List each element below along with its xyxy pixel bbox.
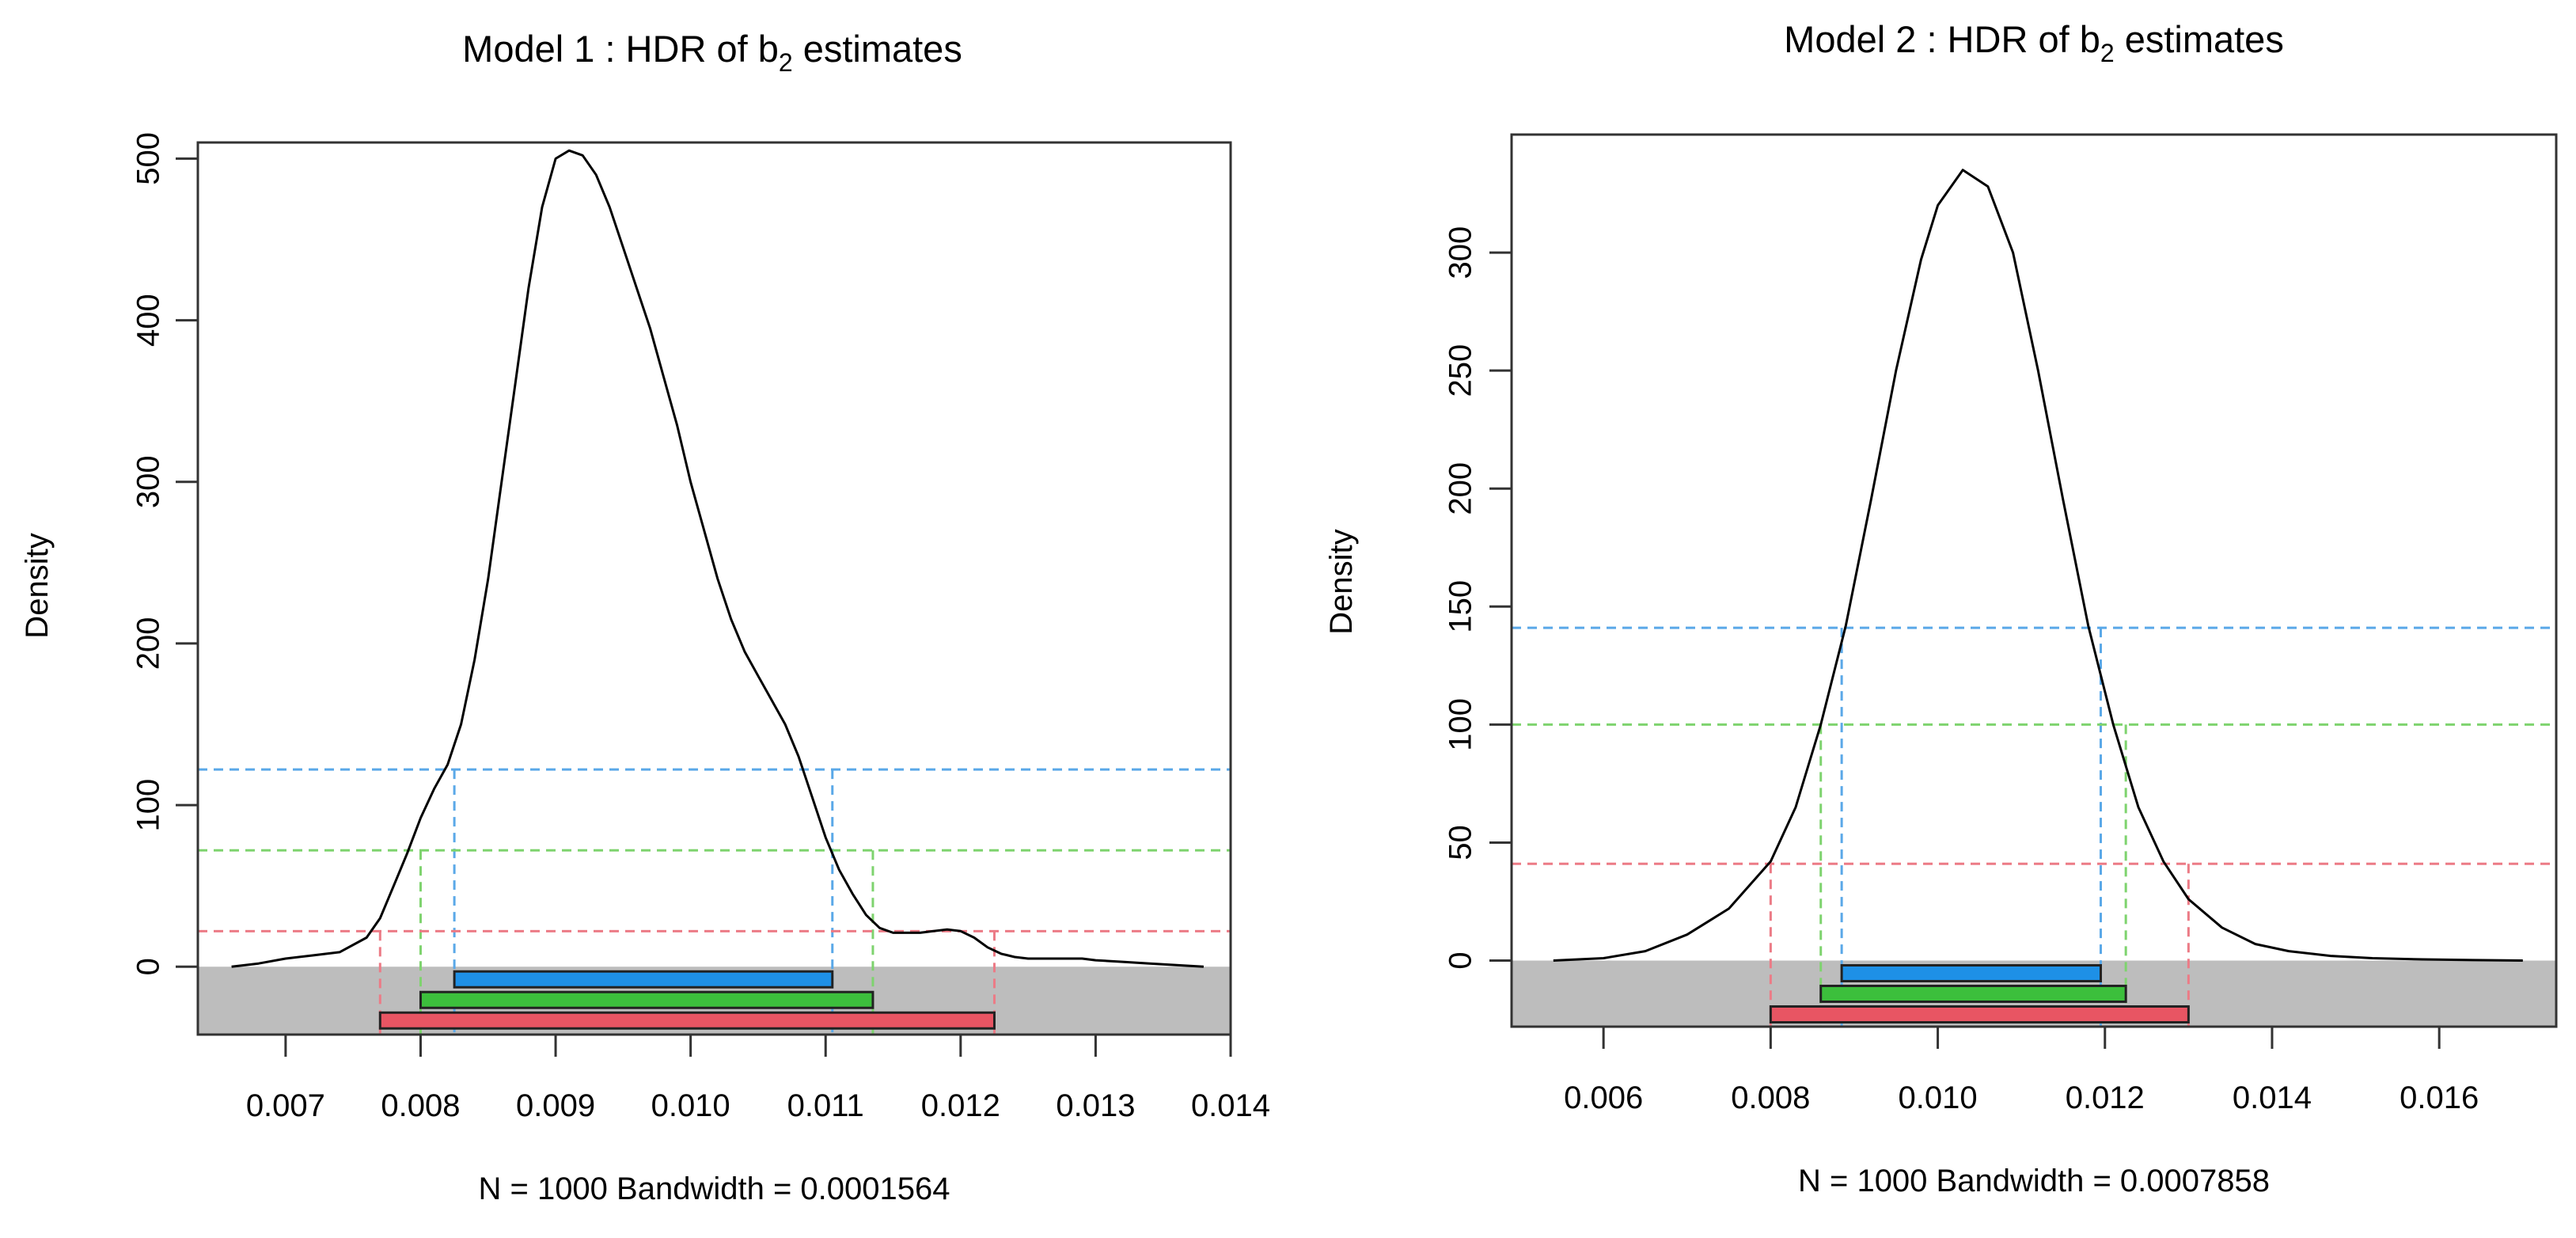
model-2-x-tick-label-0: 0.006 bbox=[1564, 1080, 1643, 1115]
model-2-plot-frame bbox=[1510, 133, 2558, 1028]
model-1-y-tick-label-4: 400 bbox=[131, 294, 166, 347]
model-2-y-tick-label-3: 150 bbox=[1444, 580, 1478, 633]
model-2-hdr-0-bar-0 bbox=[1840, 964, 2102, 983]
model-1-x-axis-label: N = 1000 Bandwidth = 0.0001564 bbox=[478, 1172, 950, 1206]
model-2-y-tick-label-4: 200 bbox=[1444, 462, 1478, 515]
model-1-chart-title: Model 1 : HDR of b2 estimates bbox=[462, 28, 962, 77]
model-2-title-rest: estimates bbox=[2115, 18, 2284, 60]
model-1-y-tick-label-2: 200 bbox=[131, 617, 166, 670]
model-1-title-main: Model 1 : HDR of b bbox=[462, 28, 779, 70]
model-2-x-axis-label: N = 1000 Bandwidth = 0.0007858 bbox=[1798, 1164, 2270, 1198]
model-1-plot-frame bbox=[196, 141, 1232, 1036]
model-2-y-tick-label-5: 250 bbox=[1444, 344, 1478, 397]
model-2-y-tick-label-6: 300 bbox=[1444, 226, 1478, 279]
model-2-chart-title: Model 2 : HDR of b2 estimates bbox=[1784, 18, 2284, 67]
model-2-x-tick-label-4: 0.014 bbox=[2233, 1080, 2312, 1115]
model-2-hdr-2-bar-0 bbox=[1769, 1005, 2190, 1024]
model-1-x-tick-label-7: 0.014 bbox=[1191, 1088, 1270, 1123]
model-1-x-tick-label-3: 0.010 bbox=[651, 1088, 730, 1123]
chart-model-2: 0.006 0.008 0.010 0.012 0.014 0.016 0 50 100 150 2… bbox=[1298, 0, 2576, 1238]
model-1-x-tick-label-2: 0.009 bbox=[516, 1088, 595, 1123]
model-2-density-curve bbox=[1553, 169, 2523, 962]
model-1-hdr-0-bar-0 bbox=[453, 970, 834, 989]
model-2-y-tick-label-1: 50 bbox=[1444, 825, 1478, 860]
model-2-x-tick-label-5: 0.016 bbox=[2400, 1080, 2479, 1115]
model-2-x-tick-label-3: 0.012 bbox=[2066, 1080, 2145, 1115]
model-2-y-tick-label-0: 0 bbox=[1444, 951, 1478, 969]
chart-model-1: 0.007 0.008 0.009 0.010 0.011 0.012 0.013 0.014… bbox=[0, 0, 1282, 1238]
model-1-y-tick-label-1: 100 bbox=[131, 779, 166, 832]
model-2-x-tick-label-2: 0.010 bbox=[1899, 1080, 1978, 1115]
model-2-title-subscript: 2 bbox=[2100, 39, 2115, 67]
model-2-y-axis-label: Density bbox=[1324, 529, 1359, 634]
model-1-title-rest: estimates bbox=[793, 28, 962, 70]
model-2-y-tick-label-2: 100 bbox=[1444, 698, 1478, 751]
model-1-y-tick-label-0: 0 bbox=[131, 958, 166, 975]
model-1-x-tick-label-1: 0.008 bbox=[381, 1088, 460, 1123]
model-1-y-tick-label-3: 300 bbox=[131, 455, 166, 508]
model-1-x-tick-label-5: 0.012 bbox=[921, 1088, 1000, 1123]
model-1-density-curve bbox=[231, 149, 1204, 968]
chart-model-2-svg: 0.006 0.008 0.010 0.012 0.014 0.016 0 50 100 150 2… bbox=[1324, 18, 2558, 1198]
model-1-y-axis-label: Density bbox=[20, 533, 55, 638]
model-1-x-tick-label-6: 0.013 bbox=[1056, 1088, 1135, 1123]
model-1-y-tick-label-5: 500 bbox=[131, 132, 166, 185]
model-1-title-subscript: 2 bbox=[779, 48, 793, 77]
model-2-title-main: Model 2 : HDR of b bbox=[1784, 18, 2100, 60]
model-2-hdr-1-bar-0 bbox=[1819, 985, 2127, 1004]
chart-model-1-svg: 0.007 0.008 0.009 0.010 0.011 0.012 0.013 0.014… bbox=[20, 28, 1270, 1206]
model-2-x-tick-label-1: 0.008 bbox=[1731, 1080, 1810, 1115]
model-1-x-tick-label-0: 0.007 bbox=[246, 1088, 325, 1123]
model-1-hdr-2-bar-0 bbox=[378, 1011, 996, 1030]
model-1-hdr-1-bar-0 bbox=[419, 990, 874, 1009]
model-1-x-tick-label-4: 0.011 bbox=[787, 1088, 864, 1123]
